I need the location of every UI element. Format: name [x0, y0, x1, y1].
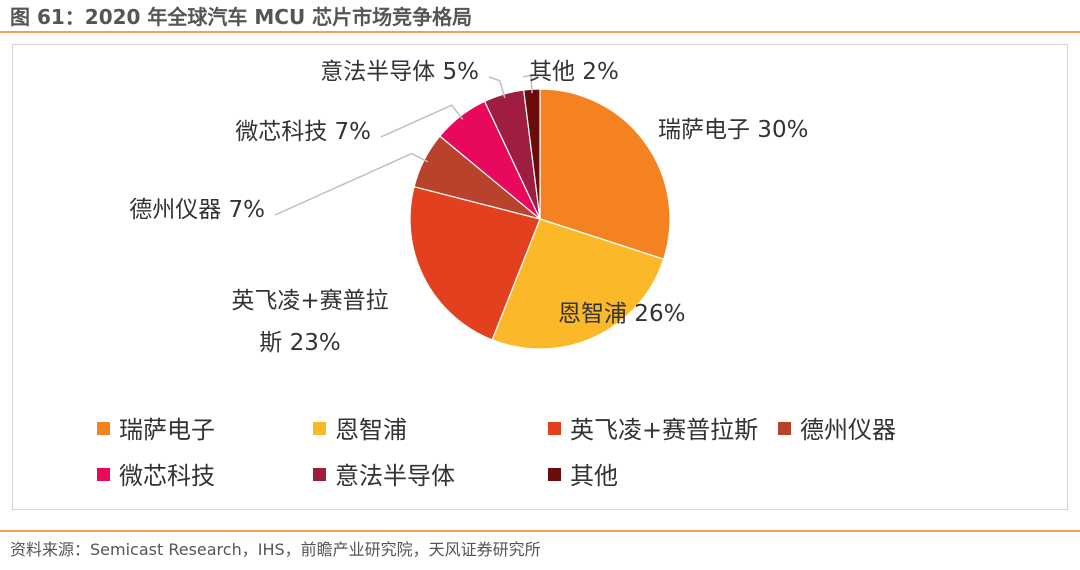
data-label-4: 德州仪器 7% — [129, 197, 265, 223]
data-label-7: 其他 2% — [529, 59, 619, 85]
data-label-1: 瑞萨电子 30% — [658, 117, 808, 143]
pie-slice-3 — [409, 185, 541, 341]
source-note: 资料来源：Semicast Research，IHS，前瞻产业研究院，天风证券研… — [10, 540, 541, 559]
legend-item-4: 德州仪器 — [778, 416, 896, 444]
leader-line-5 — [380, 104, 464, 138]
legend-item-5: 微芯科技 — [97, 462, 215, 490]
legend-swatch-3 — [548, 422, 561, 435]
leader-line-6 — [488, 76, 506, 99]
legend-item-2: 恩智浦 — [313, 416, 407, 444]
figure-title: 图 61：2020 年全球汽车 MCU 芯片市场竞争格局 — [10, 5, 473, 29]
pie-chart: 瑞萨电子 30% 恩智浦 26% 英飞凌+赛普拉斯 23% 德州仪器 7% 微芯科技 7… — [97, 59, 896, 490]
legend-swatch-1 — [97, 422, 110, 435]
legend-item-6: 意法半导体 — [313, 462, 455, 490]
legend-label-1: 瑞萨电子 — [119, 416, 215, 444]
data-labels: 瑞萨电子 30% 恩智浦 26% 英飞凌+赛普拉斯 23% 德州仪器 7% 微芯科技 7… — [129, 59, 808, 356]
legend-item-3: 英飞凌+赛普拉斯 — [548, 416, 758, 444]
pie-slices — [409, 88, 671, 350]
pie-slice-1 — [539, 88, 671, 260]
legend-swatch-5 — [97, 468, 110, 481]
data-label-5: 微芯科技 7% — [235, 119, 371, 145]
legend-swatch-4 — [778, 422, 791, 435]
legend-swatch-7 — [548, 468, 561, 481]
data-label-3: 英飞凌+赛普拉斯 23% — [231, 288, 388, 356]
leader-lines — [274, 74, 533, 216]
data-label-6: 意法半导体 5% — [320, 59, 479, 85]
title-divider — [0, 31, 1080, 33]
source-divider — [0, 530, 1080, 532]
legend-item-7: 其他 — [548, 462, 618, 490]
legend-label-2: 恩智浦 — [335, 416, 407, 444]
legend-label-6: 意法半导体 — [335, 462, 455, 490]
data-label-2: 恩智浦 26% — [558, 301, 685, 327]
legend-swatch-6 — [313, 468, 326, 481]
leader-line-4 — [274, 152, 429, 216]
legend-label-3: 英飞凌+赛普拉斯 — [570, 416, 758, 444]
chart-area: 瑞萨电子 30% 恩智浦 26% 英飞凌+赛普拉斯 23% 德州仪器 7% 微芯科技 7… — [12, 44, 1068, 510]
legend-label-7: 其他 — [570, 462, 618, 490]
legend-label-5: 微芯科技 — [119, 462, 215, 490]
leader-line-7 — [522, 74, 533, 94]
pie-slice-2 — [491, 218, 665, 350]
legend-item-1: 瑞萨电子 — [97, 416, 215, 444]
legend-label-4: 德州仪器 — [800, 416, 896, 444]
legend-swatch-2 — [313, 422, 326, 435]
